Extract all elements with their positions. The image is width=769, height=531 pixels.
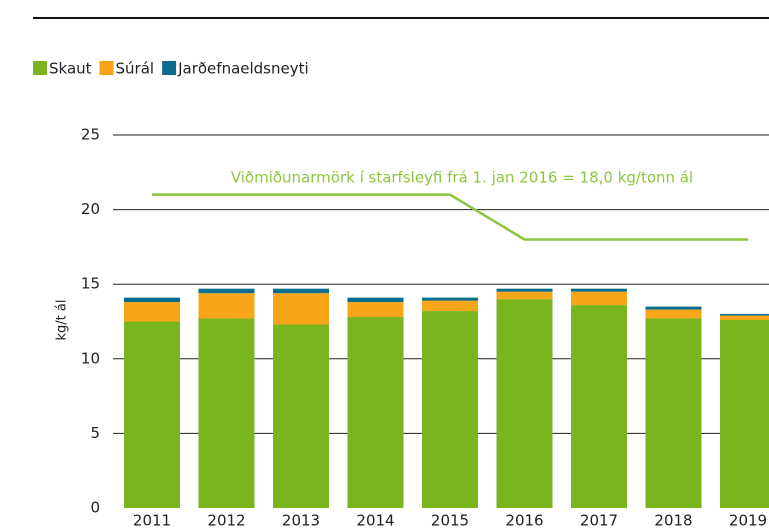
x-tick-label: 2014 xyxy=(356,512,394,530)
bar-segment xyxy=(422,311,478,508)
y-tick-label: 25 xyxy=(81,126,100,144)
legend-swatch xyxy=(99,61,114,75)
bar-segment xyxy=(571,305,627,508)
y-axis-label: kg/t ál xyxy=(55,300,70,341)
x-tick-label: 2019 xyxy=(729,512,767,530)
bar-segment xyxy=(347,297,404,303)
bar-segment xyxy=(124,321,180,508)
y-tick-label: 10 xyxy=(81,349,100,367)
x-tick-label: 2013 xyxy=(282,512,320,530)
bar-segment xyxy=(720,320,769,508)
bar-segment xyxy=(124,302,180,322)
legend-label: Súrál xyxy=(116,60,155,78)
legend-label: Skaut xyxy=(49,60,92,78)
y-tick-label: 15 xyxy=(81,275,100,293)
x-tick-label: 2011 xyxy=(133,512,171,530)
legend-swatch xyxy=(162,61,177,75)
x-tick-label: 2018 xyxy=(654,512,692,530)
x-tick-label: 2016 xyxy=(505,512,543,530)
bar-segment xyxy=(645,318,702,508)
bar-segment xyxy=(347,302,404,318)
bar-segment xyxy=(422,300,478,312)
bar-segment xyxy=(198,288,255,294)
bar-segment xyxy=(273,324,329,508)
legend-swatch xyxy=(33,61,47,75)
bar-segment xyxy=(645,306,702,310)
reference-line xyxy=(152,193,748,241)
bar-segment xyxy=(347,317,404,508)
bar-segment xyxy=(124,297,180,303)
bar-segment xyxy=(496,299,553,508)
bar-segment xyxy=(645,309,702,319)
bar-segment xyxy=(198,318,255,508)
bar-segment xyxy=(273,288,329,294)
bar-segment xyxy=(198,293,255,319)
y-tick-label: 5 xyxy=(90,424,100,442)
bar-segment xyxy=(571,288,627,292)
bar-segment xyxy=(571,291,627,306)
y-tick-label: 0 xyxy=(90,499,100,517)
bar-segment xyxy=(273,293,329,325)
bar-segment xyxy=(496,288,553,292)
bar-segment xyxy=(422,297,478,301)
bar-segment xyxy=(496,291,553,300)
x-tick-label: 2015 xyxy=(431,512,469,530)
x-tick-label: 2017 xyxy=(580,512,618,530)
bar-segment xyxy=(720,314,769,316)
y-tick-label: 20 xyxy=(81,200,100,218)
reference-label: Viðmiðunarmörk í starfsleyfi frá 1. jan … xyxy=(231,169,693,187)
bar-segment xyxy=(720,315,769,321)
x-tick-label: 2012 xyxy=(207,512,245,530)
legend-label: Jarðefnaeldsneyti xyxy=(177,60,309,78)
